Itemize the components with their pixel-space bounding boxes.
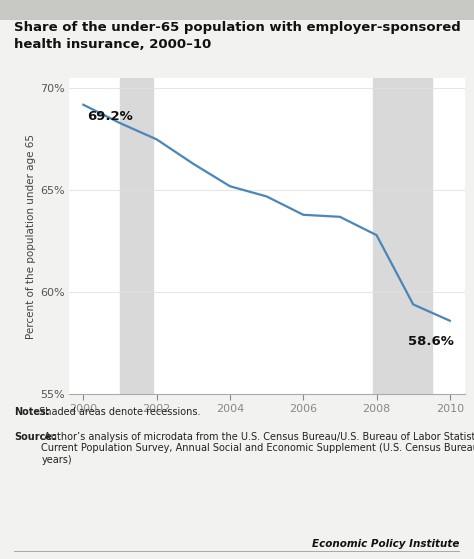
- Text: Author’s analysis of microdata from the U.S. Census Bureau/U.S. Bureau of Labor : Author’s analysis of microdata from the …: [41, 432, 474, 465]
- Bar: [373, 78, 431, 394]
- Bar: [120, 78, 153, 394]
- Text: Share of the under-65 population with employer-sponsored
health insurance, 2000–: Share of the under-65 population with em…: [14, 21, 461, 51]
- Text: Notes:: Notes:: [14, 407, 50, 417]
- Y-axis label: Percent of the population under age 65: Percent of the population under age 65: [26, 134, 36, 339]
- Text: Source:: Source:: [14, 432, 56, 442]
- Text: 69.2%: 69.2%: [87, 110, 133, 123]
- Text: Shaded areas denote recessions.: Shaded areas denote recessions.: [36, 407, 201, 417]
- Text: Economic Policy Institute: Economic Policy Institute: [312, 539, 460, 549]
- Text: 58.6%: 58.6%: [408, 335, 454, 348]
